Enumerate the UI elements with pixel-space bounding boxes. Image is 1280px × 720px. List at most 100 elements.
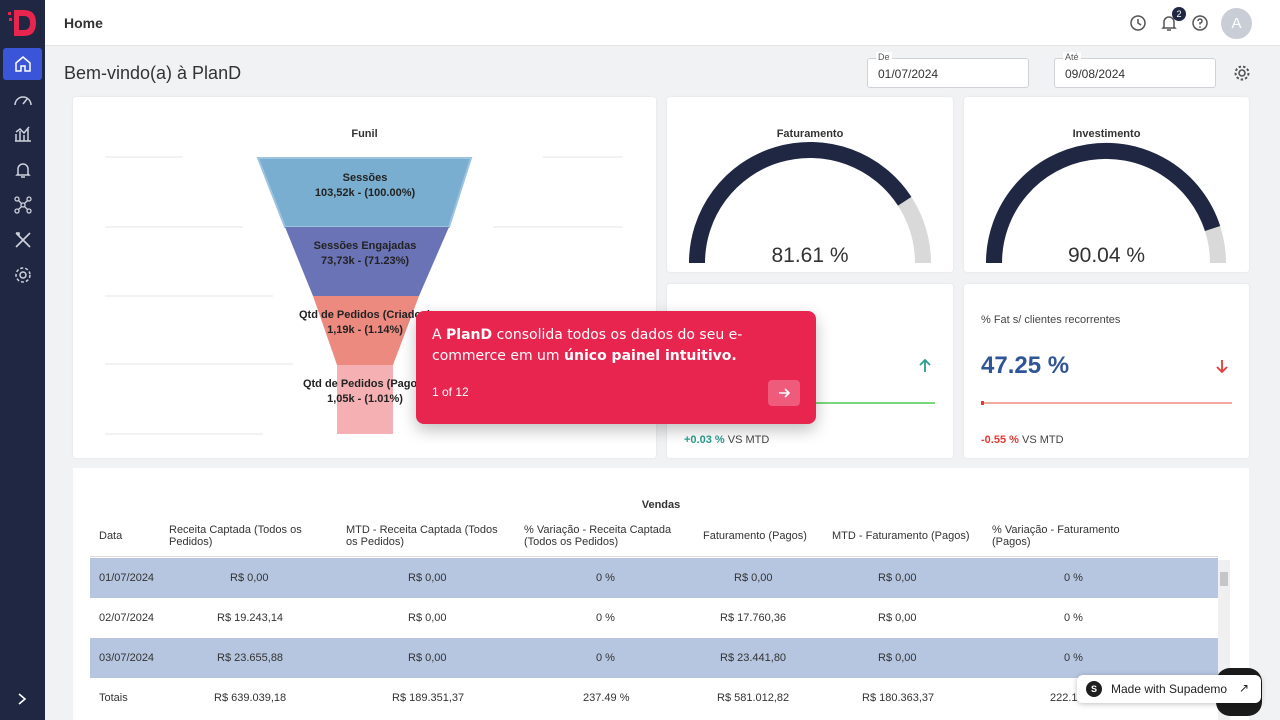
column-header-var-receita[interactable]: % Variação - Receita Captada (Todos os P… [524, 524, 672, 548]
column-header-faturamento[interactable]: Faturamento (Pagos) [703, 530, 807, 542]
cell-faturamento: R$ 0,00 [734, 572, 773, 584]
arrow-right-icon [779, 388, 791, 398]
kpi-suffix: VS MTD [727, 434, 770, 446]
dashboard-icon [13, 96, 32, 106]
notifications-bell-icon[interactable] [1160, 14, 1178, 32]
gauge-title: Investimento [1072, 128, 1141, 140]
column-header-var-faturamento[interactable]: % Variação - Faturamento (Pagos) [992, 524, 1120, 548]
cell-date: 01/07/2024 [99, 572, 155, 584]
external-link-icon: ↗ [1239, 681, 1250, 695]
avatar[interactable]: A [1221, 8, 1252, 39]
tour-tooltip: A PlanD consolida todos os dados do seu … [416, 311, 816, 424]
kpi-delta: +0.03 % [684, 434, 725, 446]
funnel-stage-value: 73,73k - (71.23%) [320, 255, 410, 267]
column-header-receita[interactable]: Receita Captada (Todos os Pedidos) [169, 524, 302, 548]
funnel-stage-pedidos-pagos [337, 365, 393, 434]
gauge-fill-arc [689, 141, 912, 264]
column-header-data[interactable]: Data [99, 530, 123, 542]
cell-var-faturamento: 0 % [1064, 612, 1083, 624]
date-to-label: Até [1063, 52, 1081, 62]
cell-total-var-faturamento: 222.1 [1050, 692, 1078, 704]
arrow-up-icon [919, 358, 931, 372]
column-header-mtd-receita[interactable]: MTD - Receita Captada (Todos os Pedidos) [346, 524, 498, 548]
network-icon [13, 196, 32, 214]
bell-icon [14, 163, 31, 178]
funnel-stage-name: Sessões [342, 172, 388, 184]
cell-total-faturamento: R$ 581.012,82 [717, 692, 790, 704]
cell-receita: R$ 23.655,88 [217, 652, 284, 664]
cell-mtd-receita: R$ 0,00 [408, 652, 447, 664]
cell-var-receita: 0 % [596, 572, 615, 584]
gauge-chart [986, 142, 1226, 264]
funnel-stage-name: Sessões Engajadas [313, 240, 417, 252]
page-title: Home [64, 15, 103, 31]
cell-total-mtd-receita: R$ 189.351,37 [392, 692, 465, 704]
funnel-label-1: Sessões Engajadas 73,73k - (71.23%) [265, 239, 465, 269]
date-from-field[interactable]: De 01/07/2024 [867, 52, 1029, 88]
clock-icon[interactable] [1129, 14, 1147, 32]
funnel-label-2: Qtd de Pedidos (Criados) 1,19k - (1.14%) [265, 308, 465, 338]
funnel-stage-value: 1,19k - (1.14%) [327, 324, 403, 336]
cell-mtd-receita: R$ 0,00 [408, 572, 447, 584]
kpi-footer: +0.03 % VS MTD [684, 434, 769, 446]
tools-icon [14, 232, 31, 248]
kpi-delta: -0.55 % [981, 434, 1019, 446]
gauge-title: Faturamento [776, 128, 844, 140]
cell-date: 02/07/2024 [99, 612, 155, 624]
cell-mtd-receita: R$ 0,00 [408, 612, 447, 624]
cell-var-receita: 0 % [596, 612, 615, 624]
settings-gear-icon[interactable] [1233, 64, 1251, 82]
sidebar-item-settings[interactable] [3, 259, 42, 291]
kpi-trend-line [981, 402, 1232, 404]
tour-next-button[interactable] [768, 380, 800, 406]
top-bar: Home [45, 0, 1280, 46]
cell-receita: R$ 19.243,14 [217, 612, 284, 624]
gauge-card-investimento: Investimento 90.04 % [964, 97, 1249, 272]
date-from-label: De [876, 52, 892, 62]
cell-total-var-receita: 237.49 % [583, 692, 630, 704]
kpi-footer: -0.55 % VS MTD [981, 434, 1064, 446]
cell-var-faturamento: 0 % [1064, 572, 1083, 584]
funnel-chart [105, 156, 623, 435]
kpi-value: 47.25 % [981, 352, 1070, 379]
cell-mtd-faturamento: R$ 0,00 [878, 612, 917, 624]
header-divider [90, 556, 1218, 557]
vendas-table-card: Vendas Data Receita Captada (Todos os Pe… [73, 468, 1249, 720]
help-icon[interactable] [1191, 14, 1209, 32]
gauge-fill-arc [986, 142, 1221, 264]
cell-totals-label: Totais [99, 692, 128, 704]
table-row[interactable]: 02/07/2024 R$ 19.243,14 R$ 0,00 0 % R$ 1… [90, 598, 1218, 638]
funnel-label-0: Sessões 103,52k - (100.00%) [265, 171, 465, 201]
cell-total-receita: R$ 639.039,18 [214, 692, 287, 704]
expand-sidebar-icon[interactable] [15, 692, 29, 706]
funnel-title: Funil [351, 128, 378, 140]
table-row[interactable]: 01/07/2024 R$ 0,00 R$ 0,00 0 % R$ 0,00 R… [90, 558, 1218, 598]
cell-mtd-faturamento: R$ 0,00 [878, 652, 917, 664]
analytics-icon [14, 126, 31, 142]
cell-total-mtd-faturamento: R$ 180.363,37 [862, 692, 935, 704]
scrollbar-thumb[interactable] [1220, 572, 1228, 586]
sidebar-item-home[interactable] [3, 48, 42, 80]
supademo-badge[interactable]: S Made with Supademo ↗ [1077, 675, 1261, 703]
funnel-stage-value: 103,52k - (100.00%) [314, 187, 416, 199]
column-header-mtd-faturamento[interactable]: MTD - Faturamento (Pagos) [832, 530, 970, 542]
cell-date: 03/07/2024 [99, 652, 155, 664]
kpi-trend-marker [981, 401, 984, 405]
sidebar-item-alerts[interactable] [3, 154, 42, 186]
pland-logo[interactable] [6, 6, 40, 40]
sidebar-item-tools[interactable] [3, 224, 42, 256]
date-to-value: 09/08/2024 [1065, 67, 1126, 81]
arrow-down-icon [1216, 360, 1228, 374]
sidebar [0, 0, 45, 720]
kpi-suffix: VS MTD [1021, 434, 1064, 446]
table-totals-row: Totais R$ 639.039,18 R$ 189.351,37 237.4… [90, 678, 1218, 718]
tour-highlight: único painel intuitivo. [564, 348, 737, 364]
sidebar-item-dashboard[interactable] [3, 84, 42, 116]
cell-receita: R$ 0,00 [230, 572, 269, 584]
date-to-field[interactable]: Até 09/08/2024 [1054, 52, 1216, 88]
sidebar-item-network[interactable] [3, 189, 42, 221]
cell-var-faturamento: 0 % [1064, 652, 1083, 664]
table-row[interactable]: 03/07/2024 R$ 23.655,88 R$ 0,00 0 % R$ 2… [90, 638, 1218, 678]
sidebar-item-analytics[interactable] [3, 118, 42, 150]
funnel-stage-name: Qtd de Pedidos (Pagos) [302, 378, 428, 390]
